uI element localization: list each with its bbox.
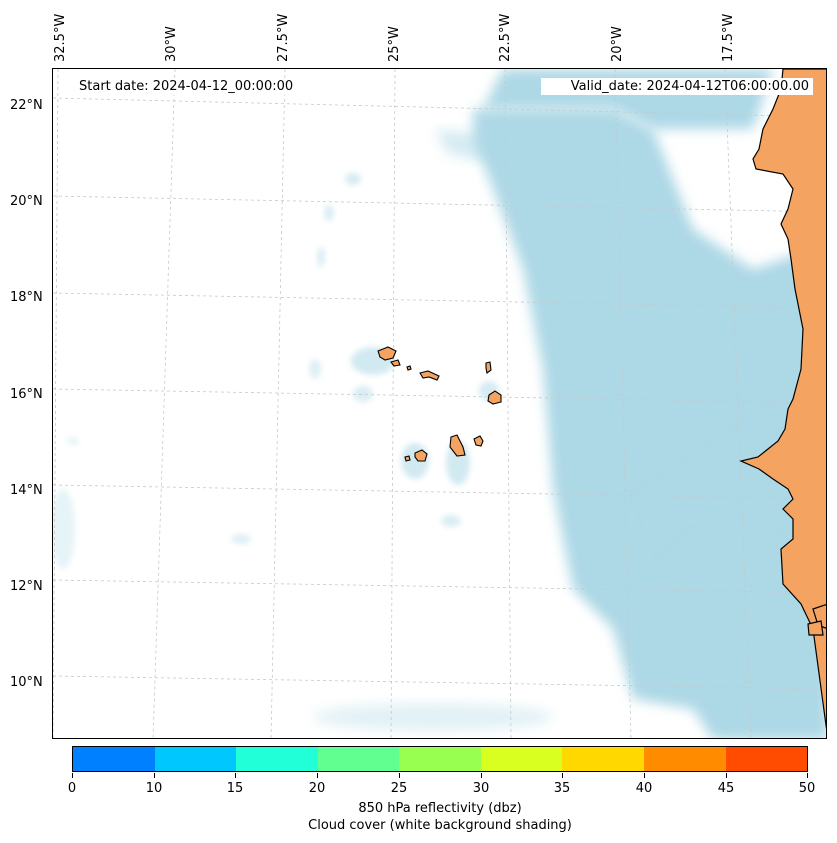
latitude-label: 22°N (10, 98, 43, 113)
colorbar-segment (562, 747, 644, 771)
colorbar-tick-label: 20 (308, 781, 326, 796)
colorbar-segment (236, 747, 318, 771)
longitude-label: 17.5°W (721, 13, 736, 62)
colorbar-segment (317, 747, 400, 771)
colorbar-tick-label: 40 (635, 781, 653, 796)
latitude-label: 16°N (10, 387, 43, 402)
african-coast-land (739, 69, 826, 730)
latitude-label: 18°N (10, 290, 43, 305)
colorbar-sublabel: Cloud cover (white background shading) (308, 818, 572, 833)
island-brava (404, 455, 411, 462)
start-date-label: Start date: 2024-04-12_00:00:00 (75, 78, 298, 95)
latitude-label: 14°N (10, 483, 43, 498)
longitude-label: 25°W (387, 26, 402, 62)
valid-date-label: Valid_date: 2024-04-12T06:00:00.00 (541, 78, 813, 95)
colorbar-segment (154, 747, 237, 771)
colorbar-segment (480, 747, 563, 771)
island-santo-antao (377, 346, 397, 361)
colorbar-tick-label: 50 (798, 781, 816, 796)
island-santiago (449, 434, 466, 457)
map-panel[interactable]: Start date: 2024-04-12_00:00:00 Valid_da… (52, 68, 827, 739)
colorbar-segment (73, 747, 155, 771)
colorbar-label: 850 hPa reflectivity (dbz) (358, 801, 522, 816)
cloud-cover (53, 69, 826, 738)
island-maio (473, 435, 484, 447)
island-santa-luzia (406, 365, 412, 371)
colorbar-segment (399, 747, 481, 771)
longitude-label: 27.5°W (276, 13, 291, 62)
colorbar-segment (725, 747, 808, 771)
colorbar-segment (643, 747, 726, 771)
colorbar-tick-label: 25 (390, 781, 408, 796)
longitude-label: 30°W (164, 26, 179, 62)
island-boa-vista (487, 390, 502, 405)
latitude-label: 12°N (10, 579, 43, 594)
map-canvas (53, 69, 826, 738)
graticule (53, 69, 826, 738)
reflectivity-colorbar (72, 746, 808, 772)
longitude-label: 20°W (610, 26, 625, 62)
colorbar-tick-label: 45 (717, 781, 735, 796)
colorbar-tick-label: 30 (472, 781, 490, 796)
colorbar-tick-label: 35 (553, 781, 571, 796)
island-sao-nicolau (419, 370, 440, 381)
latitude-label: 20°N (10, 194, 43, 209)
longitude-label: 32.5°W (53, 13, 68, 62)
island-fogo (414, 449, 428, 462)
longitude-label: 22.5°W (498, 13, 513, 62)
colorbar-tick-label: 0 (67, 781, 77, 796)
colorbar-tick-label: 15 (226, 781, 244, 796)
colorbar-tick-label: 10 (145, 781, 163, 796)
island-sal (485, 361, 492, 374)
cape-verde-islands (377, 346, 502, 462)
island-sao-vicente (390, 359, 401, 367)
latitude-label: 10°N (10, 675, 43, 690)
